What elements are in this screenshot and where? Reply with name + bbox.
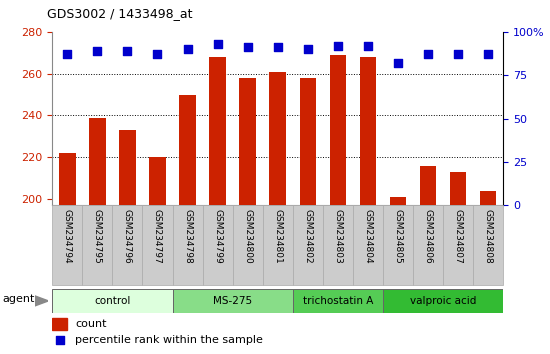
- Point: [304, 46, 312, 52]
- FancyBboxPatch shape: [173, 289, 293, 313]
- Text: GSM234805: GSM234805: [393, 209, 403, 263]
- Bar: [450, 172, 466, 205]
- Point: [55, 337, 64, 343]
- Text: GSM234807: GSM234807: [454, 209, 463, 263]
- Bar: [300, 78, 316, 205]
- FancyBboxPatch shape: [52, 205, 82, 285]
- FancyBboxPatch shape: [142, 205, 173, 285]
- FancyBboxPatch shape: [202, 205, 233, 285]
- Text: GSM234802: GSM234802: [303, 209, 312, 263]
- Text: trichostatin A: trichostatin A: [302, 296, 373, 306]
- Point: [243, 45, 252, 50]
- Bar: [329, 55, 346, 205]
- Point: [364, 43, 372, 48]
- Point: [484, 52, 493, 57]
- FancyBboxPatch shape: [413, 205, 443, 285]
- Point: [63, 52, 72, 57]
- Bar: [89, 118, 106, 205]
- Point: [123, 48, 132, 54]
- FancyBboxPatch shape: [293, 289, 383, 313]
- Point: [213, 41, 222, 47]
- Point: [454, 52, 463, 57]
- Text: valproic acid: valproic acid: [410, 296, 476, 306]
- FancyBboxPatch shape: [473, 205, 503, 285]
- FancyBboxPatch shape: [383, 289, 503, 313]
- FancyBboxPatch shape: [173, 205, 202, 285]
- Polygon shape: [35, 296, 48, 306]
- Text: GSM234801: GSM234801: [273, 209, 282, 263]
- Bar: [270, 72, 286, 205]
- Point: [153, 52, 162, 57]
- Point: [183, 46, 192, 52]
- Text: count: count: [75, 319, 107, 329]
- Point: [394, 60, 403, 66]
- Text: GSM234803: GSM234803: [333, 209, 343, 263]
- Text: GSM234808: GSM234808: [483, 209, 493, 263]
- Text: MS-275: MS-275: [213, 296, 252, 306]
- Bar: [149, 157, 166, 205]
- FancyBboxPatch shape: [383, 205, 413, 285]
- Bar: [360, 57, 376, 205]
- FancyBboxPatch shape: [263, 205, 293, 285]
- Text: GSM234796: GSM234796: [123, 209, 132, 263]
- Text: agent: agent: [3, 294, 35, 304]
- Text: GDS3002 / 1433498_at: GDS3002 / 1433498_at: [47, 7, 192, 20]
- Bar: [119, 130, 136, 205]
- FancyBboxPatch shape: [112, 205, 142, 285]
- Bar: [52, 318, 67, 330]
- Point: [424, 52, 432, 57]
- Text: GSM234797: GSM234797: [153, 209, 162, 263]
- Bar: [239, 78, 256, 205]
- Bar: [179, 95, 196, 205]
- Bar: [390, 197, 406, 205]
- FancyBboxPatch shape: [443, 205, 473, 285]
- Point: [333, 43, 342, 48]
- Bar: [59, 153, 75, 205]
- Text: percentile rank within the sample: percentile rank within the sample: [75, 335, 263, 345]
- Bar: [210, 57, 226, 205]
- Text: GSM234794: GSM234794: [63, 209, 72, 263]
- FancyBboxPatch shape: [353, 205, 383, 285]
- Text: GSM234804: GSM234804: [364, 209, 372, 263]
- Text: GSM234800: GSM234800: [243, 209, 252, 263]
- Point: [273, 45, 282, 50]
- Text: control: control: [94, 296, 130, 306]
- Bar: [420, 166, 436, 205]
- FancyBboxPatch shape: [233, 205, 263, 285]
- Text: GSM234798: GSM234798: [183, 209, 192, 263]
- Text: GSM234799: GSM234799: [213, 209, 222, 263]
- Bar: [480, 191, 497, 205]
- Text: GSM234795: GSM234795: [93, 209, 102, 263]
- FancyBboxPatch shape: [293, 205, 323, 285]
- Text: GSM234806: GSM234806: [424, 209, 433, 263]
- FancyBboxPatch shape: [82, 205, 112, 285]
- FancyBboxPatch shape: [323, 205, 353, 285]
- Point: [93, 48, 102, 54]
- FancyBboxPatch shape: [52, 289, 173, 313]
